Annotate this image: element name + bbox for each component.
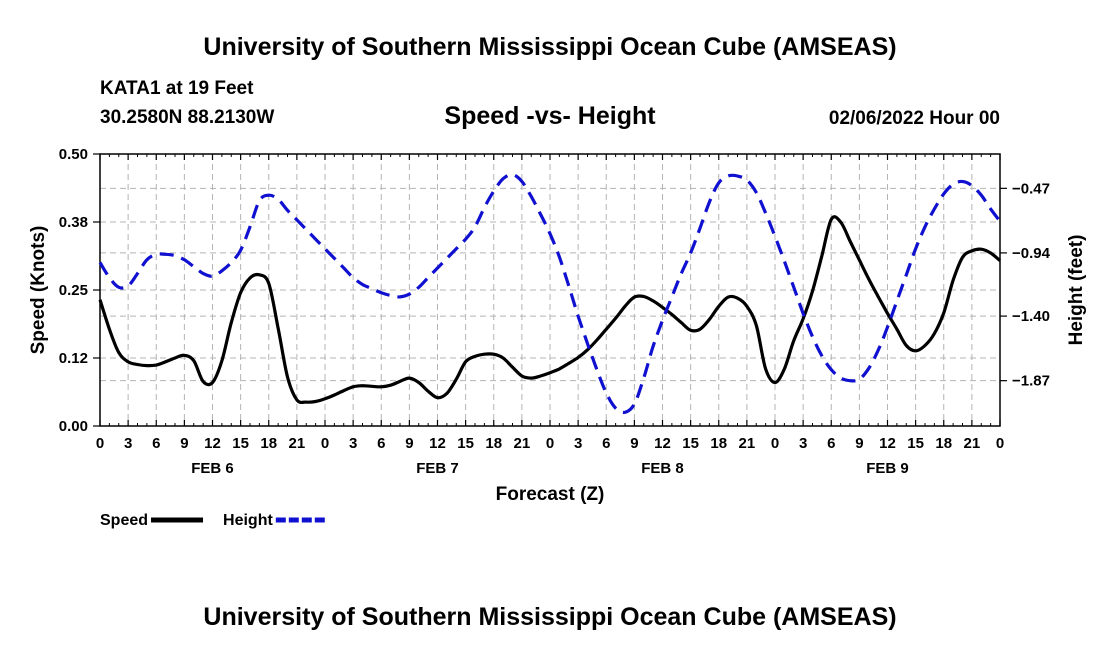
speed-series-line	[98, 215, 1002, 405]
forecast-date-label: 02/06/2022 Hour 00	[829, 108, 1000, 129]
x-tick-label: 0	[96, 435, 104, 452]
x-tick-label: 9	[630, 435, 638, 452]
x-tick-label: 3	[124, 435, 132, 452]
x-tick-label: 18	[485, 435, 502, 452]
x-tick-label: 3	[574, 435, 582, 452]
x-tick-label: 12	[879, 435, 896, 452]
y-right-tick-label: −0.47	[1012, 180, 1050, 197]
x-tick-label: 15	[232, 435, 249, 452]
legend: Speed Height	[100, 512, 328, 529]
y-left-tick-label: 0.12	[59, 350, 88, 367]
x-tick-label: 0	[546, 435, 554, 452]
x-tick-label: 18	[710, 435, 727, 452]
y-axis-left-label: Speed (Knots)	[28, 226, 49, 355]
legend-label-height: Height	[223, 512, 273, 529]
x-tick-label: 18	[260, 435, 277, 452]
x-tick-label: 0	[771, 435, 779, 452]
coordinates-label: 30.2580N 88.2130W	[100, 107, 274, 128]
x-tick-label: 21	[739, 435, 756, 452]
gridlines	[100, 154, 1000, 426]
x-tick-label: 9	[180, 435, 188, 452]
y-right-tick-label: −1.87	[1012, 373, 1050, 390]
day-label: FEB 7	[416, 460, 459, 477]
series-lines	[98, 172, 1002, 415]
x-tick-label: 9	[405, 435, 413, 452]
x-tick-label: 6	[152, 435, 160, 452]
x-tick-label: 15	[907, 435, 924, 452]
x-tick-label: 0	[996, 435, 1004, 452]
x-tick-label: 12	[654, 435, 671, 452]
x-tick-label: 18	[935, 435, 952, 452]
x-tick-label: 6	[377, 435, 385, 452]
axis-ticks: 0 3 6 9 12 15 18 21 0 3 6 9 12 15 18 21 0 3 6 9 12 15 18 21 0 3 6 9…	[59, 146, 1051, 477]
x-tick-label: 6	[827, 435, 835, 452]
x-tick-label: 9	[855, 435, 863, 452]
x-axis-label: Forecast (Z)	[496, 484, 605, 505]
x-tick-label: 15	[457, 435, 474, 452]
footer-title: University of Southern Mississippi Ocean…	[203, 603, 896, 631]
y-right-tick-label: −1.40	[1012, 308, 1050, 325]
x-tick-label: 21	[964, 435, 981, 452]
chart-title: University of Southern Mississippi Ocean…	[203, 33, 896, 61]
y-axis-right-label: Height (feet)	[1066, 235, 1087, 346]
y-right-tick-label: −0.94	[1012, 245, 1051, 262]
x-tick-label: 21	[514, 435, 531, 452]
day-label: FEB 8	[641, 460, 684, 477]
x-tick-label: 6	[602, 435, 610, 452]
day-label: FEB 9	[866, 460, 909, 477]
legend-label-speed: Speed	[100, 512, 148, 529]
y-left-tick-label: 0.50	[59, 146, 88, 163]
day-label: FEB 6	[191, 460, 234, 477]
x-tick-label: 15	[682, 435, 699, 452]
y-left-tick-label: 0.38	[59, 214, 88, 231]
y-left-tick-label: 0.00	[59, 418, 88, 435]
x-tick-label: 3	[799, 435, 807, 452]
station-label: KATA1 at 19 Feet	[100, 78, 254, 99]
x-tick-label: 12	[429, 435, 446, 452]
x-tick-label: 0	[321, 435, 329, 452]
x-tick-label: 3	[349, 435, 357, 452]
x-tick-label: 12	[204, 435, 221, 452]
x-tick-label: 21	[289, 435, 306, 452]
height-series-line	[98, 172, 1002, 415]
y-left-tick-label: 0.25	[59, 282, 88, 299]
chart-subtitle: Speed -vs- Height	[444, 102, 656, 130]
